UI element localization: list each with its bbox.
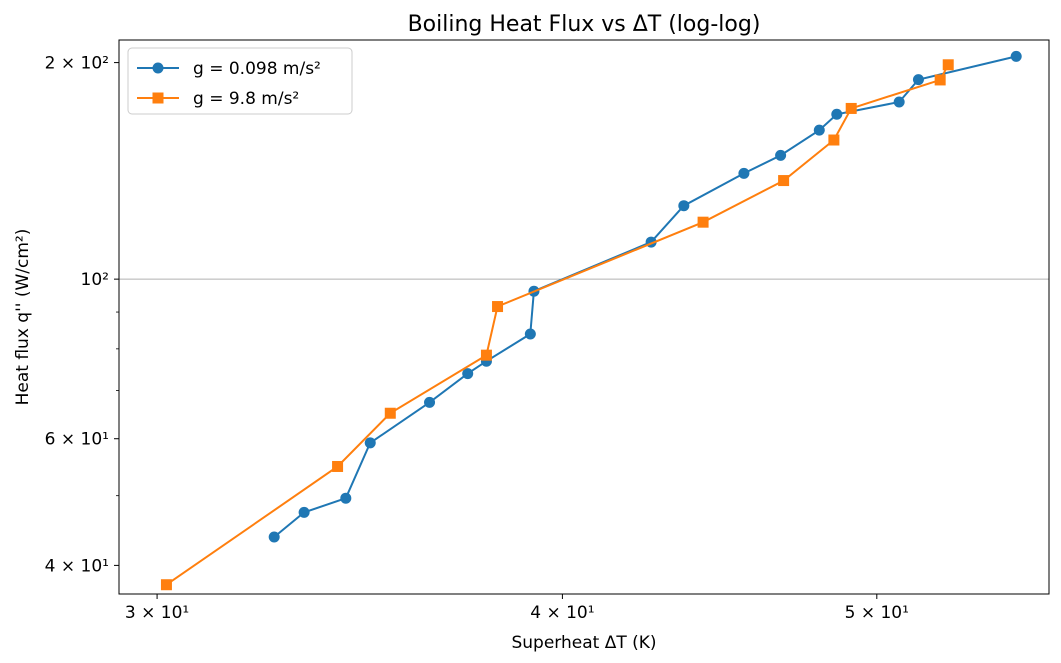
data-point [912, 74, 924, 86]
legend-marker-series-2 [152, 92, 164, 104]
data-point [831, 108, 843, 120]
series-layer [160, 50, 1022, 591]
data-point [813, 124, 825, 136]
data-point [775, 149, 787, 161]
data-point [268, 531, 280, 543]
data-point [424, 396, 436, 408]
data-point [340, 492, 352, 504]
y-axis-label: Heat flux q'' (W/cm²) [13, 229, 33, 406]
plot-frame [118, 39, 1050, 595]
x-tick-label: 5 × 10¹ [845, 603, 909, 623]
data-point [934, 74, 946, 86]
x-tick-label: 4 × 10¹ [530, 603, 594, 623]
data-point [738, 167, 750, 179]
y-tick-label: 2 × 10² [45, 54, 109, 74]
data-point [1010, 50, 1022, 62]
legend-box [127, 47, 353, 115]
legend-label-series-1: g = 0.098 m/s² [193, 59, 321, 79]
legend-marker-series-1 [152, 62, 164, 74]
data-point [524, 328, 536, 340]
data-point [160, 579, 172, 591]
data-point [845, 102, 857, 114]
data-point [480, 349, 492, 361]
data-point [384, 407, 396, 419]
y-tick-label: 10² [81, 270, 109, 290]
data-point [462, 368, 474, 380]
legend: g = 0.098 m/s² g = 9.8 m/s² [127, 47, 353, 115]
y-tick-label: 6 × 10¹ [45, 430, 109, 450]
data-point [678, 200, 690, 212]
plot-background [119, 40, 1049, 594]
x-tick-label: 3 × 10¹ [125, 603, 189, 623]
data-point [778, 175, 790, 187]
legend-label-series-2: g = 9.8 m/s² [193, 89, 299, 109]
data-point [942, 59, 954, 71]
data-point [332, 460, 344, 472]
data-point [893, 96, 905, 108]
series-2 [160, 59, 954, 591]
data-point [492, 301, 504, 313]
x-axis-label: Superheat ΔT (K) [511, 633, 656, 653]
data-point [364, 437, 376, 449]
y-tick-label: 4 × 10¹ [45, 556, 109, 576]
data-point [298, 506, 310, 518]
data-point [828, 134, 840, 146]
data-point [697, 216, 709, 228]
ticks: 3 × 10¹ 4 × 10¹ 5 × 10¹ 4 × 10¹ 6 × 10¹ 10² 2 … [45, 54, 909, 623]
chart-title: Boiling Heat Flux vs ΔT (log-log) [408, 12, 761, 37]
